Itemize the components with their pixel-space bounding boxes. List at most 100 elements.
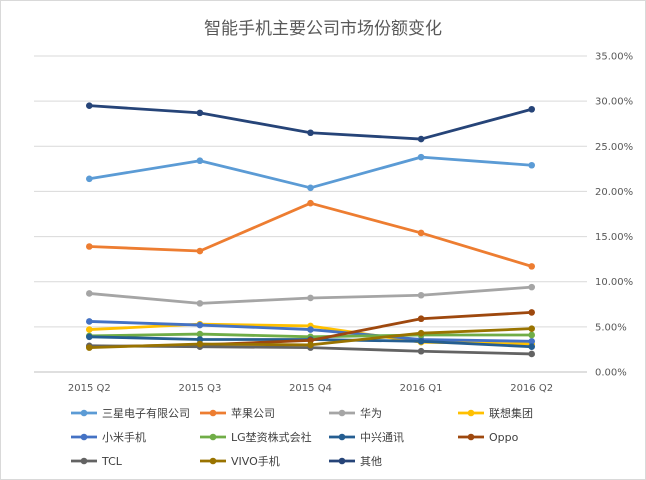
data-point <box>307 294 314 302</box>
legend-label: 三星电子有限公司 <box>102 406 190 420</box>
data-point <box>86 333 93 341</box>
legend-swatch-marker <box>80 409 88 417</box>
y-tick-label: 25.00% <box>595 142 633 153</box>
data-point <box>307 326 314 333</box>
legend-label: VIVO手机 <box>231 454 280 468</box>
series-line <box>87 155 534 190</box>
data-point <box>86 175 93 183</box>
legend-item: TCL <box>71 455 123 468</box>
legend-item: LG埜资株式会社 <box>200 430 312 444</box>
series-2 <box>86 199 535 270</box>
legend-item: 其他 <box>329 455 382 468</box>
y-tick-label: 0.00% <box>595 368 627 379</box>
data-point <box>417 229 425 237</box>
legend-swatch-marker <box>467 409 475 417</box>
legend-swatch-marker <box>209 409 217 417</box>
data-point <box>196 247 204 255</box>
data-point <box>417 347 425 355</box>
data-point <box>528 263 535 270</box>
legend-item: VIVO手机 <box>200 454 280 468</box>
data-point <box>196 330 204 338</box>
series-group <box>86 102 535 358</box>
data-point <box>528 325 535 332</box>
data-point <box>417 315 425 323</box>
data-point <box>86 102 93 109</box>
series-3 <box>86 283 535 307</box>
x-tick-label: 2015 Q4 <box>289 383 332 394</box>
data-point <box>417 153 425 161</box>
data-point <box>86 290 93 297</box>
series-line <box>87 201 534 268</box>
data-point <box>417 135 425 143</box>
legend-label: 苹果公司 <box>231 406 275 420</box>
data-point <box>417 329 425 337</box>
data-point <box>86 243 93 250</box>
legend-swatch-marker <box>338 409 346 417</box>
y-tick-label: 20.00% <box>595 187 633 198</box>
data-point <box>307 184 314 192</box>
legend-item: 华为 <box>329 406 382 420</box>
y-tick-label: 15.00% <box>595 232 633 243</box>
series-10 <box>86 325 535 351</box>
legend-label: TCL <box>101 455 123 468</box>
data-point <box>528 350 535 358</box>
legend-label: Oppo <box>489 431 519 444</box>
legend-item: 苹果公司 <box>200 406 275 420</box>
data-point <box>196 109 204 117</box>
data-point <box>417 291 425 299</box>
legend-item: 三星电子有限公司 <box>71 406 190 420</box>
data-point <box>196 300 204 307</box>
legend-label: 中兴通讯 <box>360 431 404 444</box>
legend-label: 其他 <box>360 455 382 468</box>
y-tick-label: 30.00% <box>595 97 633 108</box>
legend-label: 小米手机 <box>102 430 146 444</box>
data-point <box>86 326 93 333</box>
x-tick-label: 2015 Q2 <box>68 383 111 394</box>
data-point <box>528 283 535 291</box>
data-point <box>307 337 314 344</box>
data-point <box>528 309 535 316</box>
legend-swatch-marker <box>209 433 217 441</box>
y-tick-label: 10.00% <box>595 277 633 288</box>
chart-title: 智能手机主要公司市场份额变化 <box>204 19 442 39</box>
legend-swatch-marker <box>338 433 346 441</box>
legend-item: 小米手机 <box>71 430 146 444</box>
data-point <box>196 340 204 348</box>
data-point <box>86 318 93 325</box>
legend-swatch-marker <box>338 457 346 465</box>
data-point <box>196 157 204 165</box>
x-axis-ticks: 2015 Q2 2015 Q3 2015 Q4 2016 Q1 2016 Q2 <box>68 383 553 394</box>
x-tick-label: 2016 Q1 <box>400 383 443 394</box>
legend-label: 华为 <box>360 406 382 420</box>
y-tick-label: 5.00% <box>595 322 627 333</box>
data-point <box>86 344 93 351</box>
legend-item: 中兴通讯 <box>329 431 404 444</box>
data-point <box>307 129 314 137</box>
data-point <box>528 331 535 339</box>
data-point <box>528 105 535 113</box>
x-tick-label: 2015 Q3 <box>178 383 221 394</box>
series-11 <box>86 102 535 143</box>
data-point <box>307 341 314 349</box>
legend-swatch-marker <box>209 457 217 465</box>
data-point <box>528 161 535 169</box>
legend-item: Oppo <box>458 431 519 444</box>
legend-swatch-marker <box>467 433 475 441</box>
x-tick-label: 2016 Q2 <box>510 383 553 394</box>
legend-swatch-marker <box>80 433 88 441</box>
y-axis-ticks: 0.00% 5.00% 10.00% 15.00% 20.00% 25.00% 30.00%… <box>595 52 633 379</box>
legend-label: 联想集团 <box>489 406 533 420</box>
legend-swatch-marker <box>80 457 88 465</box>
data-point <box>307 199 314 207</box>
y-tick-label: 35.00% <box>595 52 633 63</box>
legend-item: 联想集团 <box>458 406 533 420</box>
data-point <box>528 338 535 345</box>
data-point <box>196 321 204 329</box>
data-point <box>528 343 535 351</box>
data-point <box>417 338 425 345</box>
series-1 <box>86 153 535 192</box>
legend-label: LG埜资株式会社 <box>231 430 312 444</box>
